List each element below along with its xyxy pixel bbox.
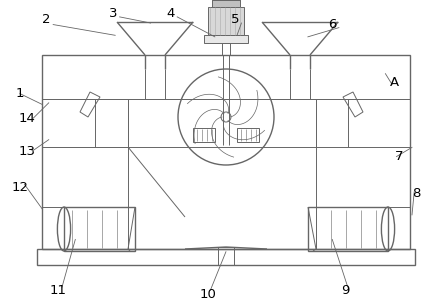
Text: 5: 5 (230, 14, 239, 26)
Bar (193, 128, 215, 142)
Bar (37, 249, 415, 265)
Text: 6: 6 (328, 18, 336, 31)
Text: 12: 12 (12, 181, 28, 194)
Text: 13: 13 (18, 146, 35, 158)
Text: 14: 14 (18, 112, 35, 125)
Text: 11: 11 (49, 284, 66, 297)
Text: 1: 1 (16, 87, 24, 100)
Bar (308, 207, 388, 251)
Text: 8: 8 (412, 187, 420, 200)
Text: 3: 3 (109, 7, 117, 20)
Text: 9: 9 (342, 284, 350, 297)
Bar (218, 247, 234, 265)
Bar (42, 55, 410, 249)
Bar (64, 207, 135, 251)
Bar (204, 35, 248, 43)
Bar (237, 128, 259, 142)
Text: 4: 4 (167, 7, 175, 20)
Text: 10: 10 (200, 288, 217, 301)
Text: 2: 2 (42, 14, 51, 26)
Text: A: A (390, 76, 399, 89)
Bar (212, 0, 240, 7)
Bar (208, 7, 244, 35)
Text: 7: 7 (394, 150, 403, 163)
